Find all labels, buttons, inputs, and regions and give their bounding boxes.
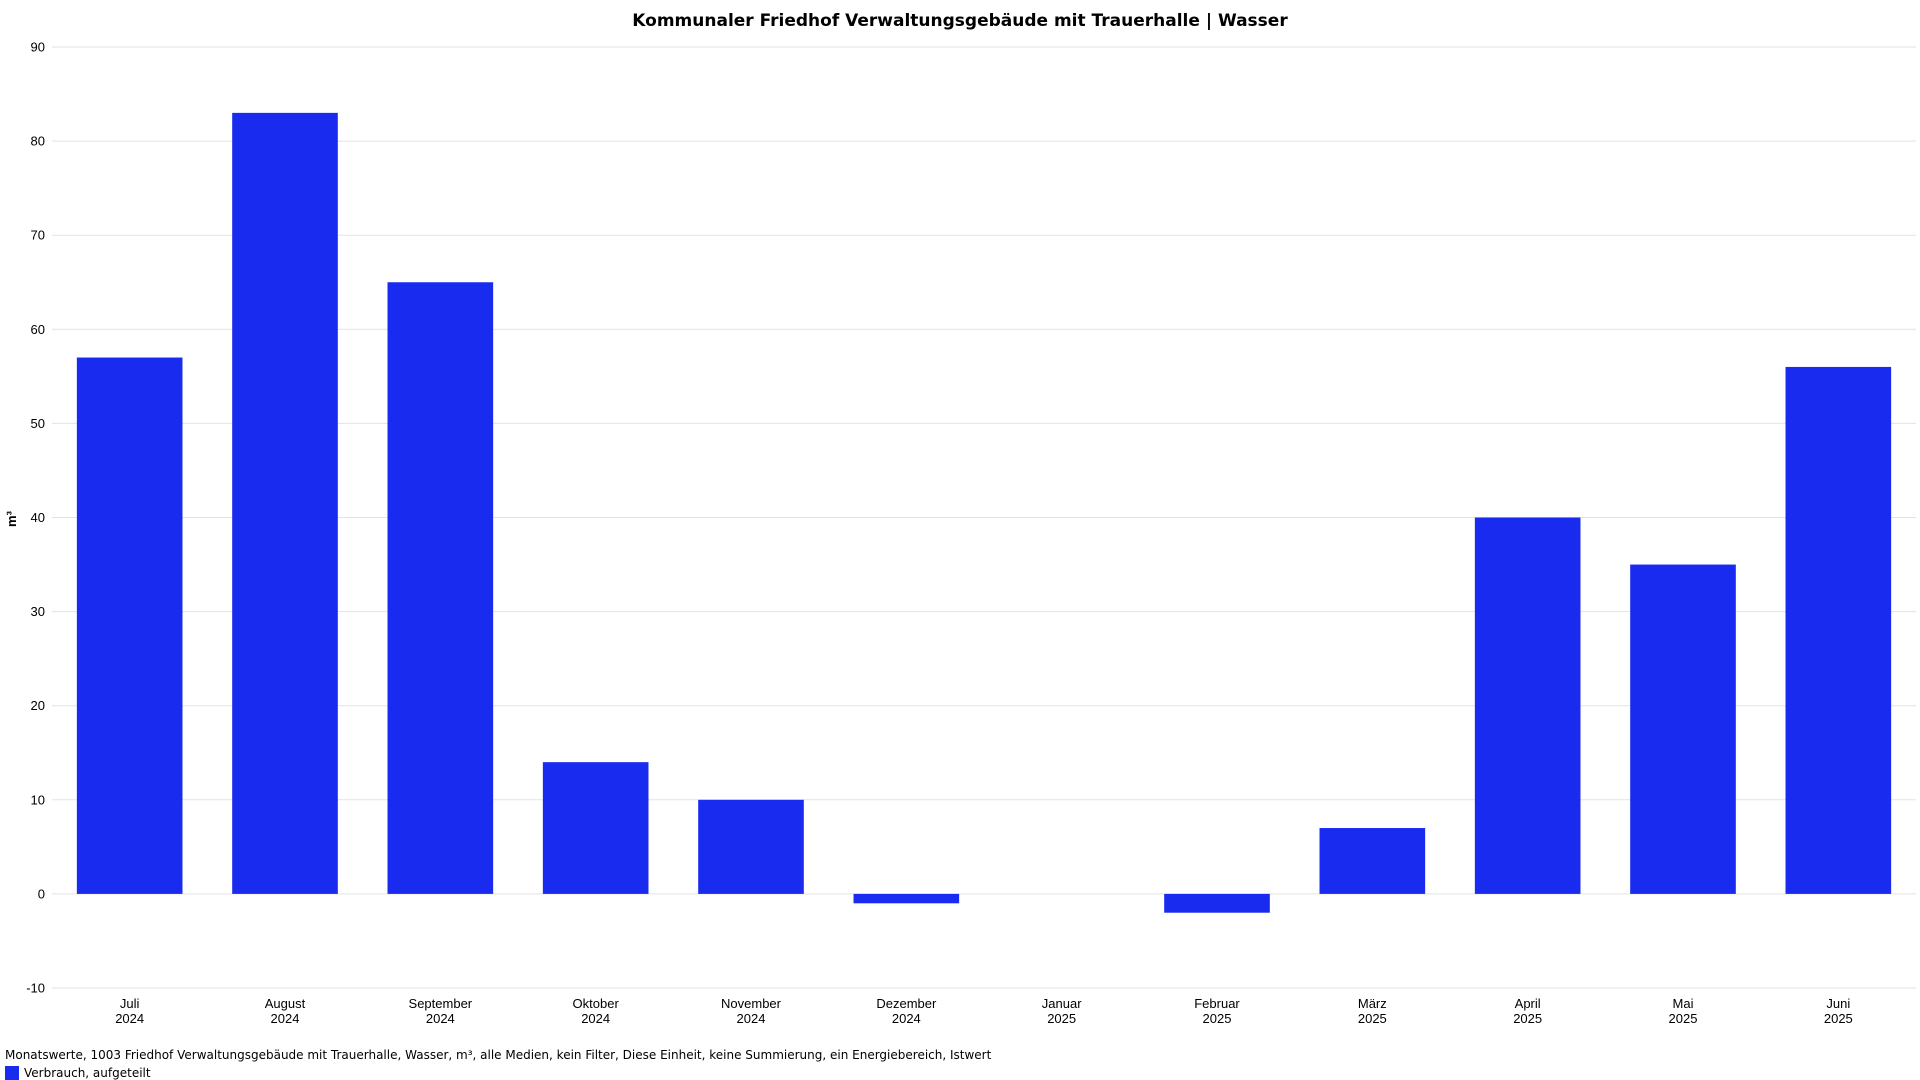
x-tick-month-6: Januar: [1042, 996, 1082, 1011]
x-tick-year-5: 2024: [892, 1011, 921, 1026]
y-tick-label-0: 90: [31, 40, 45, 55]
bar-10[interactable]: [1630, 564, 1736, 894]
bar-9[interactable]: [1474, 517, 1581, 894]
x-tick-year-8: 2025: [1358, 1011, 1387, 1026]
y-axis-label: m³: [4, 510, 19, 527]
y-tick-label-1: 80: [31, 134, 45, 149]
y-tick-label-10: -10: [26, 981, 45, 996]
chart-title: Kommunaler Friedhof Verwaltungsgebäude m…: [632, 11, 1288, 31]
x-tick-month-9: April: [1515, 996, 1541, 1011]
bar-4[interactable]: [698, 799, 804, 894]
y-tick-label-9: 0: [38, 886, 45, 901]
legend-swatch: [5, 1066, 19, 1080]
bar-7[interactable]: [1164, 893, 1270, 913]
x-axis-ticks: Juli2024August2024September2024Oktober20…: [115, 996, 1853, 1026]
x-tick-month-3: Oktober: [573, 996, 620, 1011]
x-tick-year-2: 2024: [426, 1011, 455, 1026]
bar-5[interactable]: [853, 893, 960, 904]
x-tick-year-0: 2024: [115, 1011, 144, 1026]
y-tick-label-3: 60: [31, 322, 45, 337]
x-tick-year-3: 2024: [581, 1011, 610, 1026]
bar-2[interactable]: [387, 282, 494, 894]
x-tick-year-10: 2025: [1669, 1011, 1698, 1026]
y-tick-label-5: 40: [31, 510, 45, 525]
y-tick-label-6: 30: [31, 604, 45, 619]
x-tick-month-5: Dezember: [876, 996, 937, 1011]
y-tick-label-4: 50: [31, 416, 45, 431]
bar-1[interactable]: [232, 112, 338, 894]
bars: [76, 112, 1892, 913]
bar-8[interactable]: [1319, 828, 1426, 894]
grid-lines: [52, 46, 1916, 989]
x-tick-year-11: 2025: [1824, 1011, 1853, 1026]
bar-3[interactable]: [542, 762, 649, 894]
x-tick-year-4: 2024: [737, 1011, 766, 1026]
legend-label: Verbrauch, aufgeteilt: [24, 1066, 151, 1080]
x-tick-year-6: 2025: [1047, 1011, 1076, 1026]
y-tick-label-8: 10: [31, 792, 45, 807]
x-tick-month-7: Februar: [1194, 996, 1240, 1011]
chart-footer-description: Monatswerte, 1003 Friedhof Verwaltungsge…: [5, 1048, 992, 1062]
chart-legend[interactable]: Verbrauch, aufgeteilt: [5, 1066, 151, 1080]
x-tick-month-2: September: [409, 996, 473, 1011]
y-axis-ticks: 90 80 70 60 50 40 30 20 10 0 -10: [26, 40, 45, 996]
x-tick-month-8: März: [1358, 996, 1387, 1011]
x-tick-month-1: August: [265, 996, 306, 1011]
x-tick-month-11: Juni: [1826, 996, 1850, 1011]
y-tick-label-7: 20: [31, 698, 45, 713]
x-tick-year-9: 2025: [1513, 1011, 1542, 1026]
bar-11[interactable]: [1785, 366, 1892, 894]
x-tick-month-10: Mai: [1673, 996, 1694, 1011]
x-tick-month-0: Juli: [120, 996, 140, 1011]
y-tick-label-2: 70: [31, 228, 45, 243]
x-tick-year-1: 2024: [271, 1011, 300, 1026]
x-tick-month-4: November: [721, 996, 782, 1011]
bar-0[interactable]: [76, 357, 183, 894]
x-tick-year-7: 2025: [1203, 1011, 1232, 1026]
